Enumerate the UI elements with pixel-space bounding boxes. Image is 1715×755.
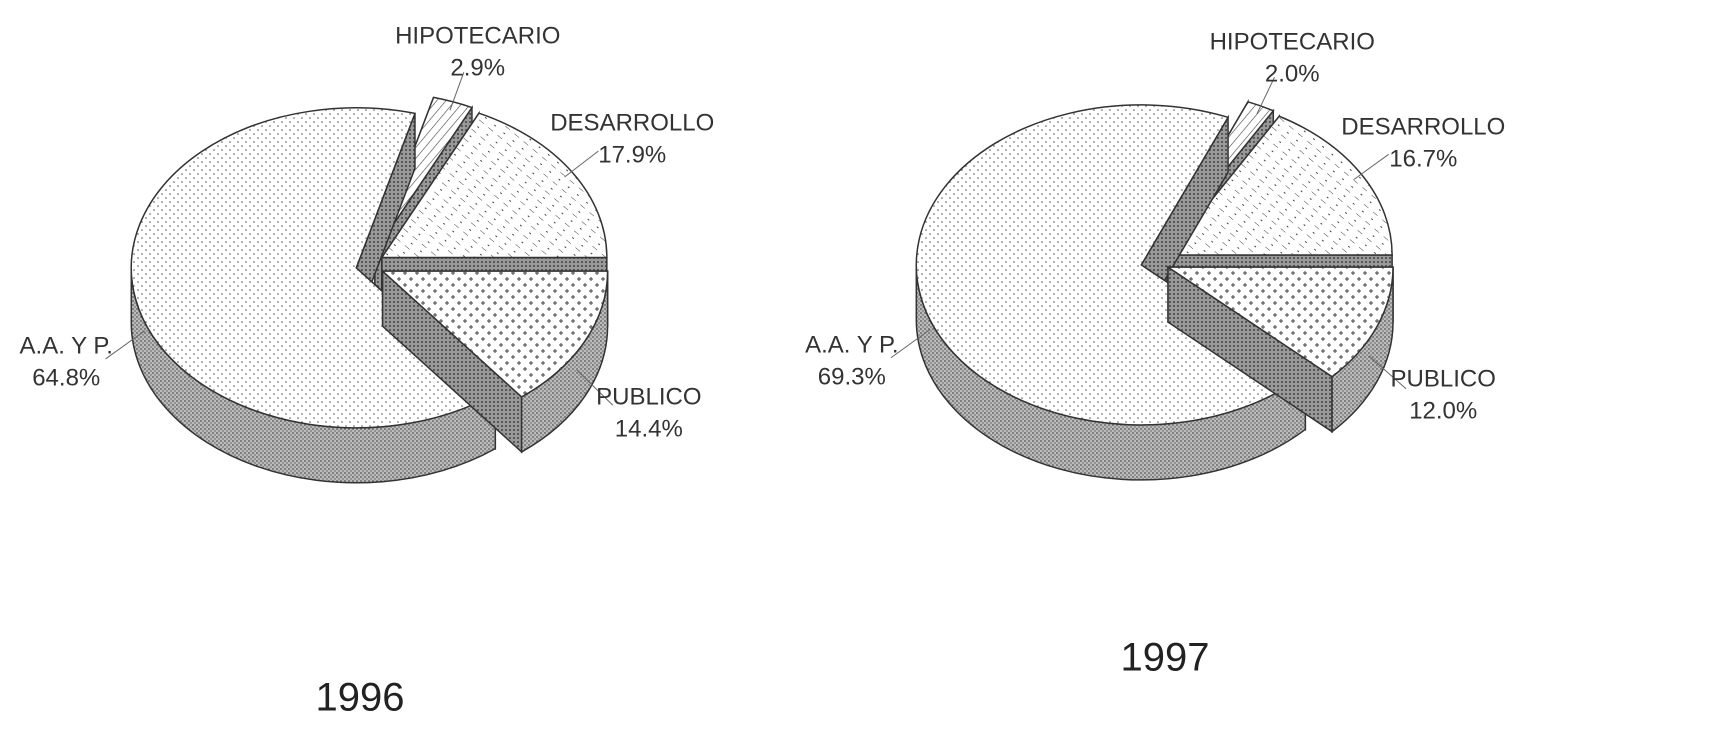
leader-line [1353,153,1389,180]
value-label: 12.0% [1409,397,1477,424]
slice-label: HIPOTECARIO [395,23,560,50]
leader-line [890,329,931,359]
slice-label: HIPOTECARIO [1210,29,1375,56]
value-label: 64.8% [32,364,100,391]
slice [1165,266,1394,378]
value-label: 69.3% [818,363,886,390]
value-label: 14.4% [615,415,683,442]
value-label: 2.0% [1265,61,1320,88]
slice-label: A.A. Y P. [805,331,898,358]
leader-line [564,150,599,178]
slice [1165,115,1393,256]
leader-line [1256,76,1275,115]
slice-label: A.A. Y P. [20,332,113,359]
leader-line [449,71,465,111]
slice [380,270,609,398]
value-label: 2.9% [450,55,505,82]
leader-line [576,369,614,406]
slice-label: DESARROLLO [1341,114,1505,141]
value-label: 16.7% [1389,146,1457,173]
leader-line [1368,355,1407,390]
slice [380,112,608,259]
slice-label: PUBLICO [1391,365,1496,392]
slice-label: DESARROLLO [550,110,714,137]
slice-label: PUBLICO [596,383,701,410]
slice [130,107,497,429]
chart-title: 1996 [316,676,405,720]
leader-line [105,330,145,360]
chart-title: 1997 [1121,636,1210,680]
value-label: 17.9% [598,142,666,169]
